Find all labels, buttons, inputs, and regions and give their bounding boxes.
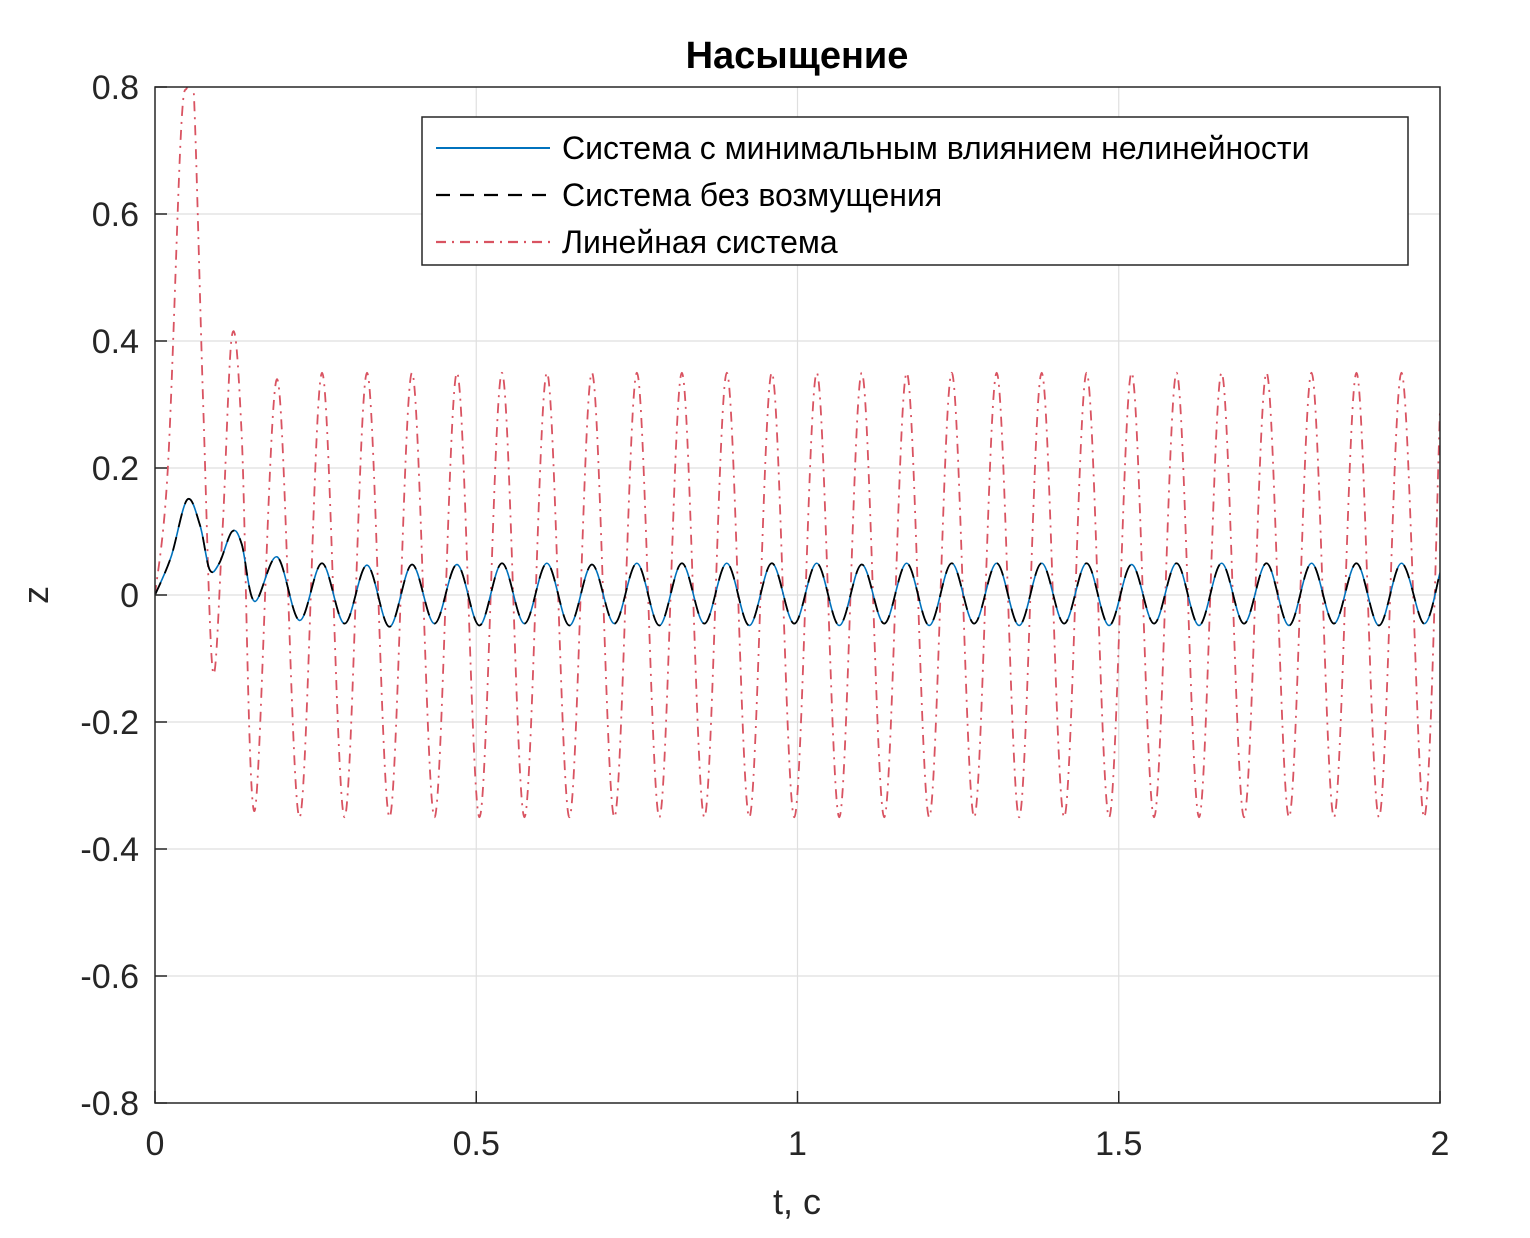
x-axis-label: t, с (773, 1181, 821, 1222)
series-line-2 (155, 497, 1440, 628)
series-line-3 (155, 87, 1440, 819)
y-tick-label: 0.2 (92, 450, 139, 488)
legend-label-2: Система без возмущения (562, 177, 942, 213)
y-tick-label: -0.6 (80, 958, 139, 996)
x-tick-label: 2 (1431, 1125, 1450, 1163)
legend-label-3: Линейная система (562, 224, 838, 260)
legend[interactable]: Система с минимальным влиянием нелинейно… (421, 116, 1409, 266)
chart-title: Насыщение (686, 35, 909, 77)
x-tick-label: 0.5 (453, 1125, 500, 1163)
y-tick-label: -0.2 (80, 704, 139, 742)
y-tick-label: 0.6 (92, 196, 139, 234)
y-tick-label: -0.4 (80, 831, 139, 869)
y-tick-label: 0 (120, 577, 139, 615)
y-tick-label: -0.8 (80, 1085, 139, 1123)
grid (155, 87, 1440, 1103)
legend-label-1: Система с минимальным влиянием нелинейно… (562, 130, 1309, 166)
x-tick-label: 0 (146, 1125, 165, 1163)
y-tick-label: 0.8 (92, 69, 139, 107)
y-axis-label: z (15, 586, 56, 604)
legend-box (421, 116, 1409, 266)
ticks: 0 0.5 1 1.5 2 -0.8 -0.6 -0.4 -0.2 0 0.2 0.4 0.6 0.8 (80, 69, 1449, 1163)
series-layer (155, 87, 1440, 819)
x-tick-label: 1 (788, 1125, 807, 1163)
y-tick-label: 0.4 (92, 323, 139, 361)
x-tick-label: 1.5 (1095, 1125, 1142, 1163)
